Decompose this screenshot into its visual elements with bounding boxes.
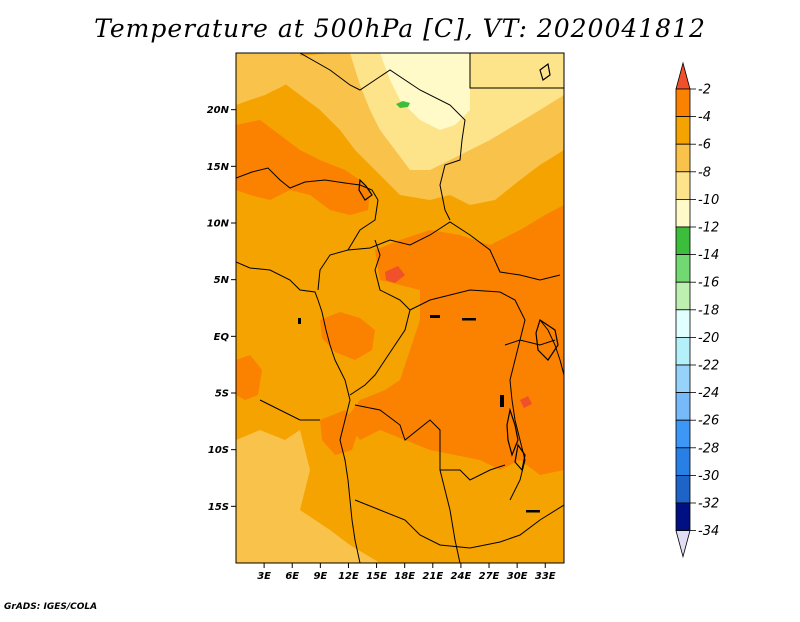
contour-minus14-spot: [396, 101, 410, 108]
lon-tick-label: 3E: [257, 571, 271, 582]
contour-minus12-north: [380, 53, 470, 130]
colorbar-swatch: [675, 226, 691, 256]
colorbar-label: -24: [698, 386, 719, 401]
country-borders: [236, 53, 564, 563]
contour-minus4-sahel: [236, 120, 370, 215]
lon-tick-label: 24E: [451, 571, 472, 582]
colorbar-label: -16: [698, 276, 719, 291]
colorbar-label: -30: [698, 469, 719, 484]
lon-tick-label: 30E: [507, 571, 528, 582]
contour-minus8-south: [236, 430, 380, 563]
lon-tick-label: 18E: [394, 571, 415, 582]
lat-tick-label: 20N: [207, 105, 230, 116]
lon-tick-label: 6E: [285, 571, 299, 582]
colorbar-label: -10: [698, 193, 719, 208]
contour-minus2-spot: [385, 266, 405, 283]
colorbar-swatch: [675, 88, 691, 118]
colorbar-label: -28: [698, 441, 719, 456]
contour-minus8-west: [236, 53, 300, 105]
colorbar-label: -26: [698, 414, 719, 429]
colorbar-label: -18: [698, 303, 719, 318]
colorbar-swatch: [675, 116, 691, 145]
colorbar-swatch: [675, 419, 691, 449]
lon-tick-label: 9E: [313, 571, 327, 582]
contour-minus4-west: [320, 312, 375, 360]
lat-tick-label: 10N: [207, 219, 230, 230]
lon-tick-label: 33E: [535, 571, 556, 582]
contour-minus4-sw: [236, 355, 262, 400]
longitude-axis: 3E 6E 9E 12E 15E 18E 21E 24E 27E 30E 33E: [257, 563, 556, 582]
lon-tick-label: 15E: [366, 571, 387, 582]
contour-minus2-spot-east: [520, 396, 532, 408]
temperature-field: [236, 53, 564, 563]
map-title: Temperature at 500hPa [C], VT: 202004181…: [94, 14, 706, 43]
contour-minus4-south: [320, 410, 360, 455]
colorbar-swatch: [675, 198, 691, 228]
lat-tick-label: EQ: [214, 332, 230, 343]
colorbar-swatch: [675, 309, 691, 338]
lat-tick-label: 10S: [208, 445, 229, 456]
colorbar-label: -4: [698, 110, 711, 125]
map-frame: [235, 52, 565, 564]
colorbar-swatch: [675, 502, 691, 532]
colorbar-swatch: [675, 392, 691, 421]
colorbar-label: -2: [698, 83, 711, 98]
colorbar-swatch: [675, 254, 691, 283]
lon-tick-label: 12E: [338, 571, 359, 582]
lat-tick-label: 5N: [214, 275, 230, 286]
colorbar-label: -32: [698, 497, 719, 512]
colorbar-swatch: [675, 364, 691, 394]
colorbar-label: -6: [698, 138, 711, 153]
colorbar-swatch: [675, 171, 691, 200]
lat-tick-label: 5S: [215, 389, 229, 400]
colorbar-swatch: [675, 281, 691, 311]
colorbar-swatch: [675, 447, 691, 476]
footer-credit: GrADS: IGES/COLA: [4, 602, 98, 612]
lat-tick-label: 15N: [207, 162, 230, 173]
colorbar-label: -14: [698, 248, 719, 263]
lon-tick-label: 27E: [479, 571, 500, 582]
colorbar-swatch: [675, 143, 691, 173]
colorbar-label: -12: [698, 221, 719, 236]
latitude-axis: 20N 15N 10N 5N EQ 5S 10S 15S: [207, 105, 236, 513]
colorbar-top-arrow: [675, 61, 691, 90]
colorbar-bottom-arrow: [675, 530, 691, 559]
lake-fill: [298, 315, 540, 513]
colorbar-swatch: [675, 474, 691, 504]
colorbar-label: -8: [698, 165, 711, 180]
lon-tick-label: 21E: [422, 571, 443, 582]
colorbar-swatch: [675, 336, 691, 366]
colorbar-label: -20: [698, 331, 719, 346]
lat-tick-label: 15S: [208, 502, 229, 513]
colorbar-label: -22: [698, 359, 719, 374]
colorbar-label: -34: [698, 524, 719, 539]
colorbar: -2 -4 -6 -8 -10 -12 -14 -16 -18 -20 -22 -24 -26 -28 -3…: [675, 61, 719, 559]
lakes: [358, 62, 559, 472]
